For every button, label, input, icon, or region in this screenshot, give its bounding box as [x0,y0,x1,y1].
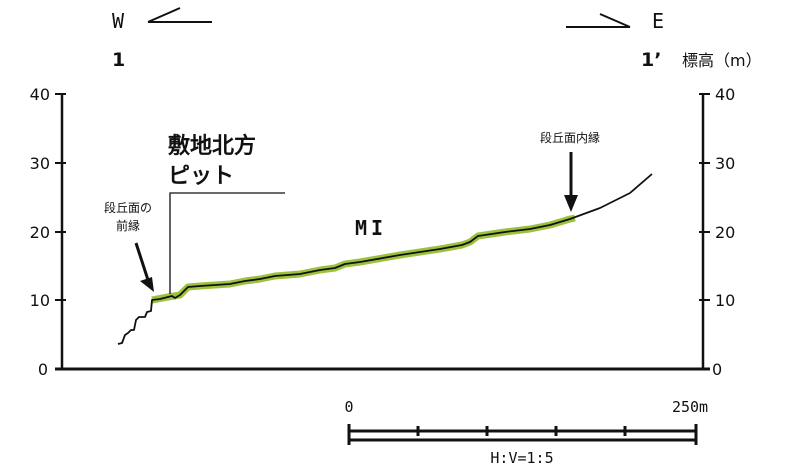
east-arrow-icon [566,13,631,28]
terrace-inner-label: 段丘面内縁 [540,130,600,145]
east-label: E [652,9,664,33]
right-tick-label-30: 30 [715,154,735,173]
right-ticks: 40 30 20 10 0 [699,85,735,379]
terrace-inner-arrow-icon [564,152,578,212]
right-tick-label-20: 20 [715,223,735,242]
right-tick-label-10: 10 [715,291,735,310]
elevation-unit-label: 標高（m） [682,51,762,70]
left-tick-label-0: 0 [38,360,48,379]
scale-start-label: 0 [344,398,353,416]
terrace-front-arrow-icon [134,242,154,292]
scale-ratio-label: H:V=1:5 [490,449,553,467]
end-point-label: 1’ [641,49,661,71]
right-tick-label-0: 0 [712,360,722,379]
terrain-profile-line [117,173,653,345]
scale-end-label: 250m [672,398,708,416]
left-tick-label-10: 10 [30,291,50,310]
scale-bar [347,424,698,445]
west-arrow-icon [147,7,212,23]
terrace-front-label-line1: 段丘面の [104,200,152,215]
west-label: W [112,9,125,33]
left-tick-label-30: 30 [30,154,50,173]
terrace-front-label-line2: 前縁 [116,218,140,233]
unit-label-mi: MI [355,216,387,240]
pit-marker [169,192,285,294]
left-tick-label-20: 20 [30,223,50,242]
pit-label-line1: 敷地北方 [168,133,256,159]
pit-label-line2: ピット [168,164,234,189]
right-tick-label-40: 40 [715,85,735,104]
left-tick-label-40: 40 [30,85,50,104]
start-point-label: 1 [112,49,125,71]
left-ticks: 40 30 20 10 0 [30,85,66,379]
